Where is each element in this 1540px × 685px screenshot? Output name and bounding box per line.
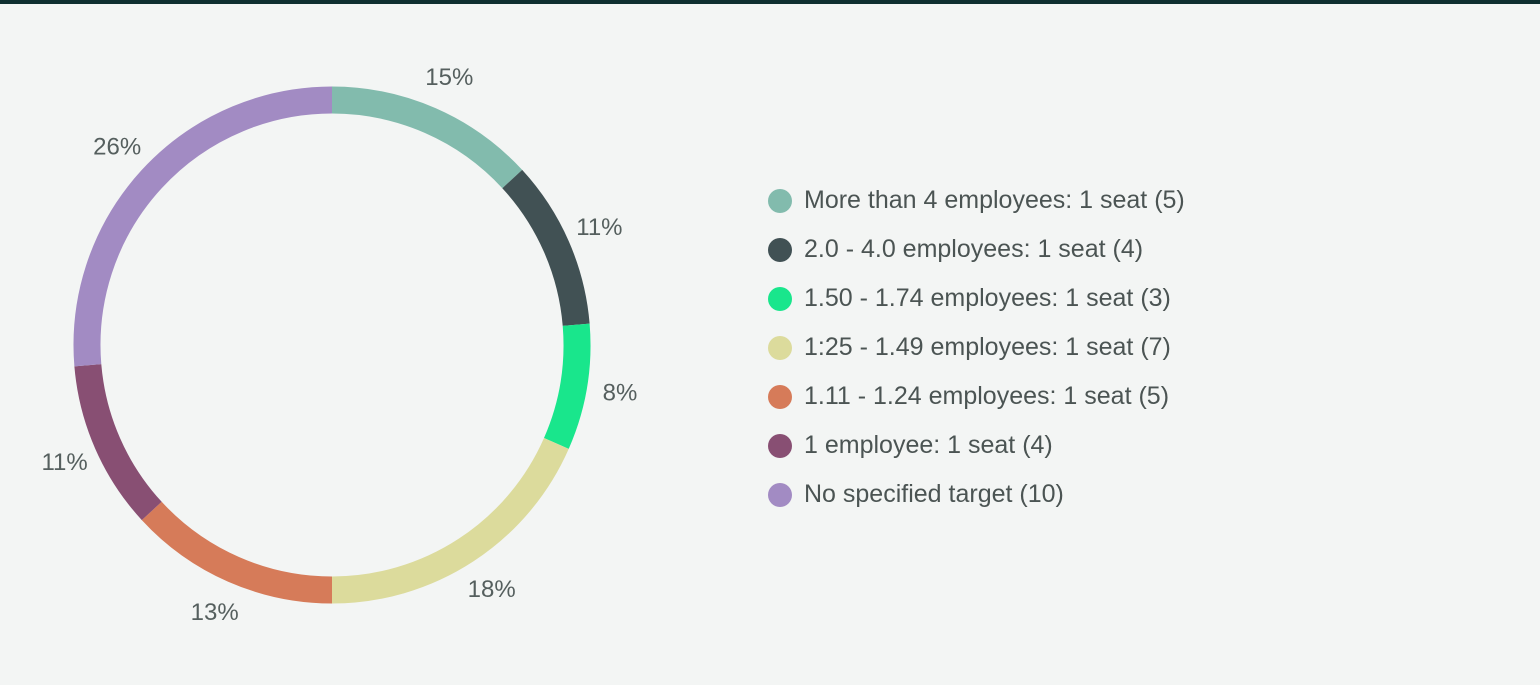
slice-percent-label: 13% xyxy=(191,599,239,626)
legend-item: 1.50 - 1.74 employees: 1 seat (3) xyxy=(768,274,1185,323)
donut-slice xyxy=(141,501,333,604)
donut-slice xyxy=(73,86,333,367)
donut-slice xyxy=(331,437,569,604)
legend-label: 1.50 - 1.74 employees: 1 seat (3) xyxy=(804,284,1171,312)
donut-slice xyxy=(331,86,523,189)
legend-swatch xyxy=(768,433,792,458)
legend-label: 1.11 - 1.24 employees: 1 seat (5) xyxy=(804,382,1170,410)
legend-swatch xyxy=(768,384,792,409)
legend-item: No specified target (10) xyxy=(768,470,1185,519)
legend-label: 1 employee: 1 seat (4) xyxy=(804,431,1053,459)
legend-swatch xyxy=(768,286,792,311)
legend-label: 2.0 - 4.0 employees: 1 seat (4) xyxy=(804,235,1144,263)
legend-swatch xyxy=(768,335,792,360)
legend-item: More than 4 employees: 1 seat (5) xyxy=(768,176,1185,225)
donut-slice xyxy=(502,169,590,327)
legend-swatch xyxy=(768,237,792,262)
legend-item: 1.11 - 1.24 employees: 1 seat (5) xyxy=(768,372,1185,421)
legend-label: No specified target (10) xyxy=(804,480,1064,508)
legend-swatch xyxy=(768,188,792,213)
slice-percent-label: 18% xyxy=(468,576,516,603)
legend-item: 1:25 - 1.49 employees: 1 seat (7) xyxy=(768,323,1185,372)
legend-swatch xyxy=(768,482,792,507)
donut-slice xyxy=(74,363,162,521)
donut-slices xyxy=(73,86,591,604)
legend-item: 2.0 - 4.0 employees: 1 seat (4) xyxy=(768,225,1185,274)
slice-percent-label: 11% xyxy=(41,449,87,476)
top-accent-bar xyxy=(0,0,1540,4)
legend-label: More than 4 employees: 1 seat (5) xyxy=(804,186,1185,214)
chart-legend: More than 4 employees: 1 seat (5) 2.0 - 4… xyxy=(768,176,1185,519)
donut-slice xyxy=(543,323,591,449)
slice-percent-label: 11% xyxy=(576,214,622,241)
slice-percent-label: 26% xyxy=(93,134,141,161)
slice-percent-label: 8% xyxy=(603,380,638,407)
legend-label: 1:25 - 1.49 employees: 1 seat (7) xyxy=(804,333,1171,361)
percent-labels: 15% 11% 8% 18% 13% 11% 26% xyxy=(41,64,637,626)
legend-item: 1 employee: 1 seat (4) xyxy=(768,421,1185,470)
slice-percent-label: 15% xyxy=(425,64,473,91)
